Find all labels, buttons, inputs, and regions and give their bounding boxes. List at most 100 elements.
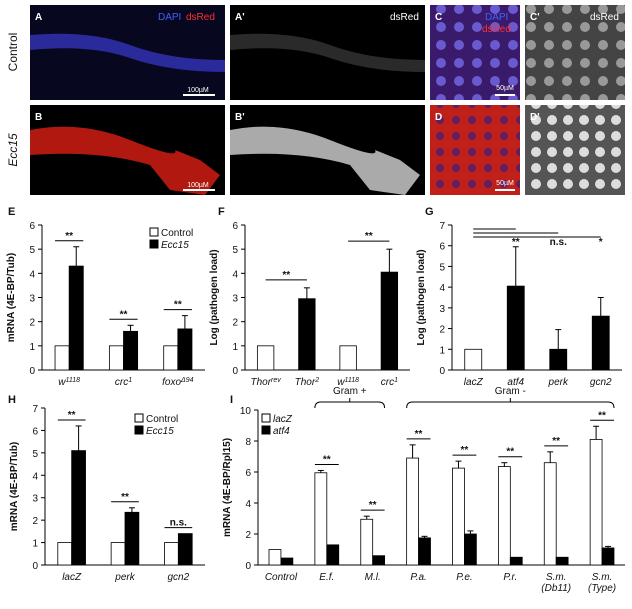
image-c <box>430 5 520 100</box>
panel-label: C <box>435 12 442 23</box>
legend-swatch <box>261 413 271 423</box>
x-tick-label: crc1 <box>381 377 398 389</box>
y-axis-label: mRNA (4E-BP/Tub) <box>9 442 20 531</box>
x-tick-text: Thor <box>250 377 271 388</box>
x-tick-label: perk <box>114 572 135 583</box>
y-tick-label: 8 <box>245 437 251 448</box>
x-tick-label: Control <box>265 572 298 583</box>
y-axis-label: Log (pathogen load) <box>209 249 220 345</box>
bar <box>54 345 70 371</box>
error-bar <box>555 329 562 350</box>
x-tick-text: atf4 <box>507 377 524 388</box>
y-tick-label: 5 <box>232 245 238 256</box>
y-tick-label: 5 <box>32 449 38 460</box>
x-tick-sup: 1 <box>128 377 132 384</box>
bar <box>543 462 557 566</box>
y-tick-label: 2 <box>439 325 445 336</box>
channel-label: dsRed <box>482 24 511 35</box>
error-bar <box>547 451 554 463</box>
x-tick-label: M.l. <box>365 572 381 583</box>
legend-swatch <box>149 239 159 249</box>
panel-label: A <box>35 12 42 23</box>
gut-shape <box>30 33 225 72</box>
sig-label: ** <box>65 231 73 242</box>
y-tick-label: 1 <box>439 345 445 356</box>
bracket-label: n.s. <box>550 237 567 248</box>
y-tick-label: 4 <box>32 471 38 482</box>
bar <box>509 556 523 566</box>
x-tick-label: lacZ <box>62 572 82 583</box>
y-tick-label: 6 <box>32 426 38 437</box>
x-tick-text: perk <box>114 572 135 583</box>
image-d-prime <box>525 105 625 195</box>
x-tick-sup: 1118 <box>66 377 81 384</box>
legend-swatch <box>149 227 159 237</box>
image-d <box>430 105 520 195</box>
x-tick-line: E.f. <box>319 572 334 583</box>
bar <box>110 542 126 566</box>
x-tick-text: foxo <box>162 377 181 388</box>
x-tick-label: gcn2 <box>590 377 612 388</box>
y-tick-label: 2 <box>232 318 238 329</box>
y-tick-label: 4 <box>439 283 445 294</box>
error-bar <box>363 515 370 520</box>
sig-label: ** <box>174 300 182 311</box>
panel-label: G <box>425 206 434 218</box>
group-label: Gram - <box>495 386 526 397</box>
bar <box>71 450 86 566</box>
bar <box>123 330 139 371</box>
y-tick-label: 0 <box>29 366 35 377</box>
y-tick-label: 6 <box>439 242 445 253</box>
x-tick-sup: 1 <box>394 377 398 384</box>
bar <box>177 533 193 566</box>
error-bar <box>467 530 474 534</box>
x-tick-line: S.m. <box>546 572 567 583</box>
legend-swatch <box>134 413 144 423</box>
image-c-prime <box>525 5 625 100</box>
x-tick-label: w1118 <box>337 377 359 389</box>
y-tick-label: 1 <box>29 342 35 353</box>
sig-label: ** <box>461 445 469 456</box>
bar <box>108 345 124 371</box>
panel-label: F <box>218 206 225 218</box>
bar <box>326 544 340 566</box>
x-tick-line: P.a. <box>410 572 427 583</box>
y-tick-label: 1 <box>32 539 38 550</box>
bar <box>360 518 374 566</box>
error-bar <box>409 444 416 459</box>
sig-label: ** <box>598 410 606 421</box>
error-bar <box>303 287 310 299</box>
y-tick-label: 0 <box>32 561 38 572</box>
x-tick-line: (Type) <box>588 583 616 594</box>
bar <box>497 466 511 566</box>
bar <box>549 348 568 371</box>
x-tick-label: S.m. (Type) <box>588 572 616 594</box>
bar <box>380 271 399 371</box>
error-bar <box>73 246 80 267</box>
bar <box>164 542 179 566</box>
bar <box>280 557 294 566</box>
scale-label: 50µM <box>496 180 514 187</box>
x-tick-label: crc1 <box>115 377 132 389</box>
x-tick-text: w <box>337 377 345 388</box>
panel-label: D' <box>530 112 540 123</box>
channel-label: dsRed <box>390 12 419 23</box>
y-tick-label: 3 <box>29 294 35 305</box>
y-tick-label: 0 <box>232 366 238 377</box>
legend-label: Control <box>146 414 178 425</box>
legend-swatch <box>134 425 144 435</box>
x-tick-sup: 1118 <box>344 377 359 384</box>
bar <box>506 285 525 371</box>
bar <box>464 533 477 566</box>
error-bar <box>512 246 519 287</box>
error-bar <box>181 315 188 329</box>
y-tick-label: 3 <box>439 304 445 315</box>
panel-label: D <box>435 112 442 123</box>
x-tick-label: w1118 <box>58 377 80 389</box>
legend-swatch <box>261 425 271 435</box>
y-tick-label: 10 <box>240 406 252 417</box>
bracket-label: ** <box>365 231 373 242</box>
x-tick-label: foxoΔ94 <box>162 377 193 389</box>
legend-label: Ecc15 <box>161 240 189 251</box>
x-tick-text: perk <box>548 377 569 388</box>
